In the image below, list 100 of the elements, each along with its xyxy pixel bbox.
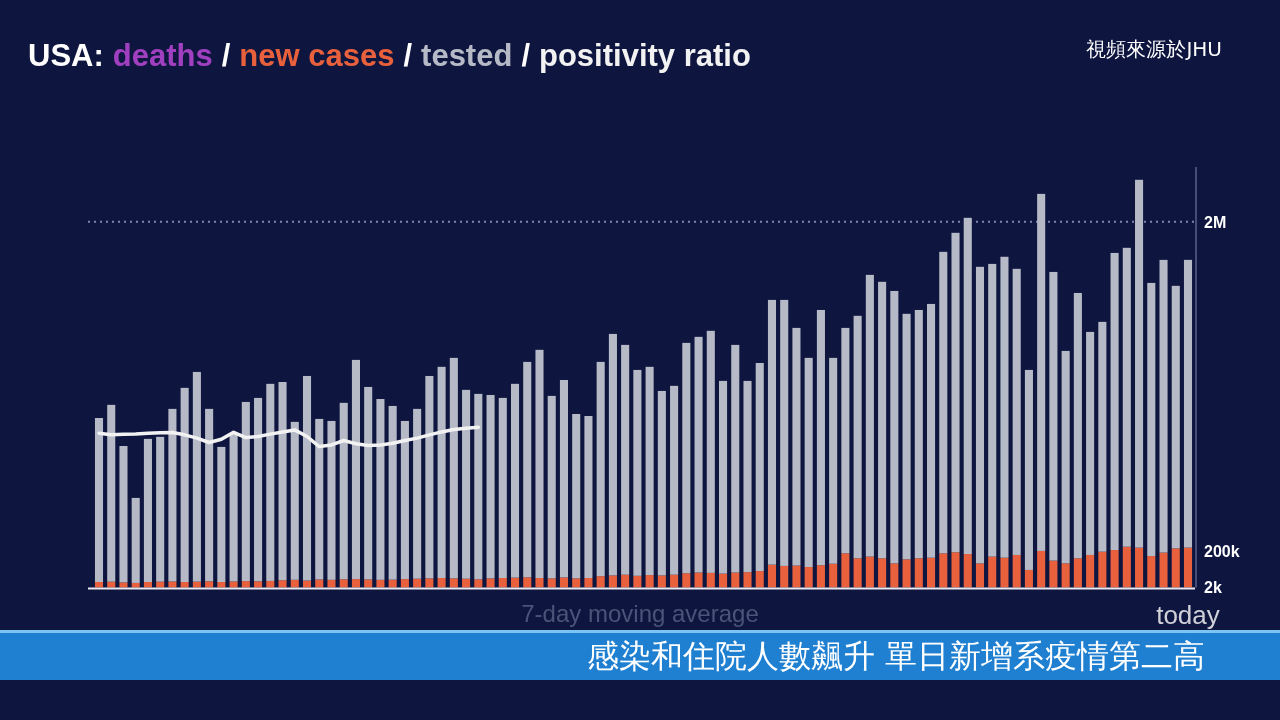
bar bbox=[927, 303, 936, 558]
bar bbox=[816, 565, 825, 588]
bar bbox=[780, 299, 789, 566]
text: / bbox=[221, 38, 231, 73]
bar bbox=[437, 366, 446, 578]
bar bbox=[229, 433, 238, 582]
bar bbox=[608, 333, 617, 576]
bar bbox=[975, 266, 985, 564]
bar bbox=[670, 574, 679, 588]
bar bbox=[743, 380, 752, 573]
bar bbox=[486, 578, 495, 588]
bar bbox=[315, 418, 324, 580]
bar bbox=[143, 438, 152, 583]
bar bbox=[1110, 252, 1119, 551]
bar bbox=[474, 393, 483, 580]
bar bbox=[486, 394, 495, 579]
bar bbox=[804, 357, 813, 568]
bar bbox=[731, 572, 740, 588]
bar bbox=[975, 563, 985, 588]
bar bbox=[94, 418, 104, 583]
y-tick-label: 2M bbox=[1204, 213, 1227, 231]
y-tick-label: 200k bbox=[1204, 542, 1240, 560]
bar bbox=[205, 581, 214, 588]
chart-title: USA: bbox=[28, 38, 104, 73]
text: tested bbox=[421, 38, 513, 73]
bar bbox=[584, 416, 593, 578]
bar bbox=[131, 582, 140, 588]
bar bbox=[278, 580, 287, 588]
bar bbox=[706, 330, 715, 573]
bar bbox=[523, 577, 532, 588]
bar bbox=[302, 375, 312, 581]
bar bbox=[156, 581, 165, 588]
bar bbox=[816, 309, 825, 566]
bar bbox=[1049, 271, 1058, 561]
bar bbox=[278, 382, 287, 581]
bar bbox=[425, 375, 434, 579]
bar bbox=[1049, 560, 1058, 588]
bar bbox=[413, 408, 422, 579]
y-tick-label: 2k bbox=[1204, 579, 1222, 597]
bar bbox=[1061, 563, 1070, 588]
bar bbox=[1098, 321, 1107, 552]
bar bbox=[376, 399, 385, 580]
bar bbox=[229, 581, 238, 588]
bar bbox=[927, 557, 936, 588]
bar bbox=[510, 383, 520, 578]
bar bbox=[1147, 556, 1156, 588]
bar bbox=[241, 581, 250, 588]
bar bbox=[755, 362, 764, 572]
bar bbox=[621, 574, 630, 588]
bar bbox=[327, 579, 336, 588]
bar bbox=[559, 577, 568, 588]
bar bbox=[376, 579, 385, 588]
bar bbox=[743, 572, 752, 588]
bar bbox=[462, 578, 471, 588]
bar bbox=[841, 553, 850, 588]
bar bbox=[719, 573, 728, 588]
bar bbox=[878, 281, 887, 559]
bar bbox=[364, 579, 373, 588]
bar bbox=[633, 575, 642, 588]
bar bbox=[792, 565, 801, 588]
line-series bbox=[97, 425, 481, 449]
bar bbox=[1024, 369, 1033, 570]
bar bbox=[474, 579, 483, 588]
bar bbox=[1000, 256, 1009, 558]
bar bbox=[339, 402, 348, 580]
bar bbox=[254, 397, 263, 582]
bar bbox=[241, 401, 250, 582]
bar bbox=[168, 408, 177, 582]
bar bbox=[1037, 193, 1046, 551]
bar bbox=[351, 579, 360, 588]
bar bbox=[290, 579, 299, 588]
bar bbox=[192, 581, 201, 588]
bar bbox=[107, 404, 116, 582]
bar bbox=[963, 554, 972, 588]
bar bbox=[1012, 268, 1021, 555]
bar bbox=[510, 577, 520, 588]
bar bbox=[706, 572, 715, 588]
bar bbox=[266, 580, 275, 588]
bar bbox=[388, 405, 397, 580]
bar bbox=[1073, 292, 1082, 559]
bar bbox=[192, 371, 201, 582]
bar bbox=[1183, 259, 1193, 548]
text: 視頻來源於JHU bbox=[1086, 37, 1222, 61]
bar bbox=[829, 357, 838, 564]
bar bbox=[266, 383, 275, 581]
bar bbox=[878, 558, 887, 588]
bar bbox=[400, 579, 409, 588]
bar bbox=[865, 556, 874, 588]
bar bbox=[254, 581, 263, 588]
bar bbox=[914, 309, 923, 559]
bar bbox=[596, 576, 605, 588]
bar bbox=[804, 567, 813, 588]
bar bbox=[205, 408, 214, 582]
bar bbox=[364, 386, 373, 580]
bar bbox=[939, 553, 948, 588]
bar bbox=[596, 361, 605, 577]
bar bbox=[107, 581, 116, 588]
bar bbox=[302, 580, 312, 588]
bar bbox=[963, 217, 972, 555]
bar bbox=[388, 579, 397, 588]
